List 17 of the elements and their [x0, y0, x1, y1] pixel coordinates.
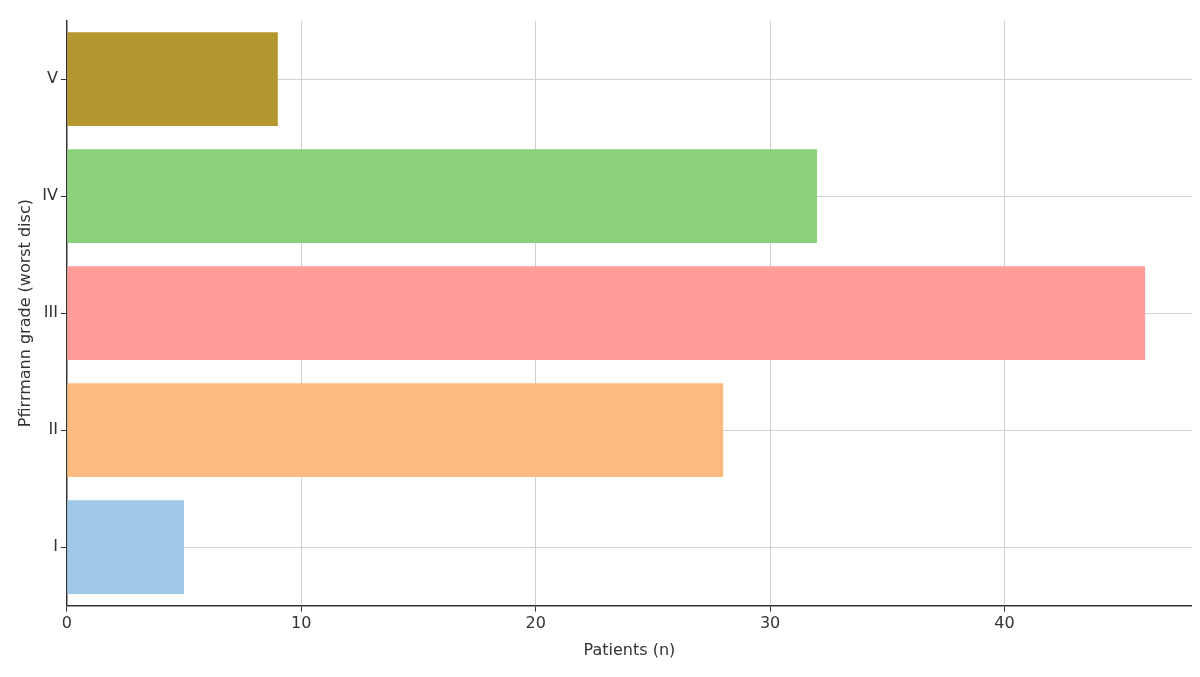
y-tick-label: I [53, 536, 58, 556]
x-axis-title: Patients (n) [583, 639, 676, 659]
y-tick-label: V [46, 68, 58, 88]
x-tick-label: 10 [291, 613, 312, 633]
y-axis-title: Pfirrmann grade (worst disc) [14, 199, 34, 428]
y-tick-label: II [48, 419, 58, 439]
bar [67, 149, 817, 243]
y-tick-label: III [43, 302, 58, 322]
y-tick-label: IV [42, 185, 58, 205]
x-tick-label: 20 [525, 613, 546, 633]
x-tick-label: 40 [994, 613, 1015, 633]
bar [67, 266, 1146, 360]
bar [67, 32, 278, 126]
bar [67, 500, 185, 594]
bar [67, 383, 724, 477]
x-tick-label: 0 [61, 613, 72, 633]
x-tick-label: 30 [759, 613, 781, 633]
